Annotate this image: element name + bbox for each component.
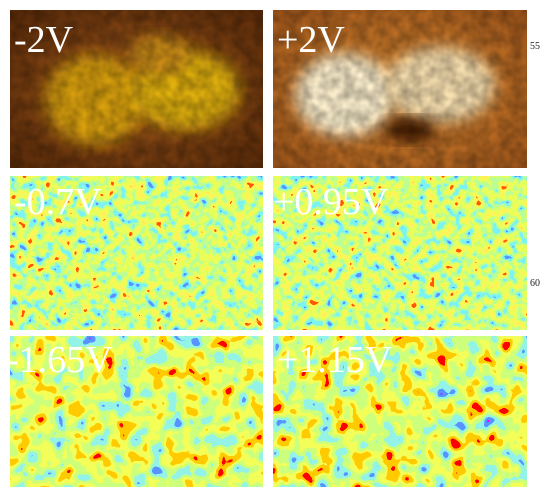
- panel-label: +0.95V: [273, 181, 389, 223]
- panel-label: +2V: [277, 19, 345, 61]
- panel-label: -0.7V: [14, 181, 102, 223]
- line-number: 60: [530, 278, 540, 289]
- panel-label: -2V: [14, 19, 74, 61]
- figure: -2V +2V -0.7V +0.95V -1.65V +1.15V 55 60: [0, 0, 544, 494]
- panel-label: +1.15V: [277, 339, 393, 381]
- panel-label: -1.65V: [6, 339, 113, 381]
- line-number: 55: [530, 41, 540, 52]
